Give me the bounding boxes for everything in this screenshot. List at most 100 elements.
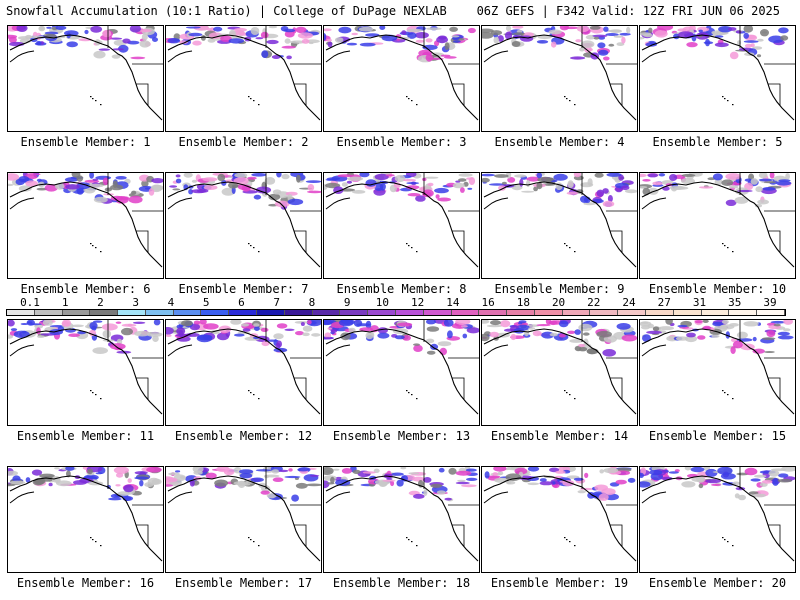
snowfall-shading: [44, 184, 58, 192]
snowfall-shading: [577, 490, 586, 494]
snowfall-shading: [492, 472, 499, 476]
snowfall-shading: [579, 47, 585, 52]
snowfall-shading: [593, 36, 600, 40]
snowfall-shading: [221, 187, 235, 196]
snowfall-shading: [295, 26, 307, 34]
coastline: [167, 475, 321, 562]
aleutian-islands: [641, 344, 667, 357]
snowfall-shading: [422, 44, 438, 50]
snowfall-shading: [382, 479, 396, 482]
snowfall-shading: [205, 472, 217, 479]
snowfall-shading: [346, 180, 352, 184]
coastline: [641, 475, 795, 562]
snowfall-shading: [777, 478, 792, 483]
snowfall-shading: [230, 320, 242, 325]
snowfall-shading: [109, 37, 123, 40]
snowfall-shading: [750, 178, 758, 185]
product-title: Snowfall Accumulation (10:1 Ratio) | Col…: [6, 4, 447, 18]
snowfall-shading: [250, 27, 260, 35]
snowfall-shading: [280, 26, 289, 32]
colorbar-labels: 0.1 1 2 3 4 5 6 7 8 9 10 12 14 16 18 20 22 24 27 31 35 39: [6, 296, 786, 309]
snowfall-shading: [413, 344, 423, 352]
hawaii-island: [95, 541, 97, 543]
hawaii-island: [574, 104, 576, 106]
snowfall-shading: [55, 26, 67, 30]
snowfall-shading: [351, 32, 358, 36]
snowfall-shading: [773, 323, 781, 327]
snowfall-shading: [602, 200, 615, 207]
snowfall-shading: [214, 479, 228, 487]
snowfall-shading: [497, 35, 504, 42]
coastline: [9, 181, 163, 268]
border-line: [294, 377, 307, 400]
snowfall-shading: [425, 338, 435, 344]
snowfall-shading: [309, 474, 320, 477]
snowfall-shading: [764, 351, 775, 353]
snowfall-shading: [603, 56, 610, 61]
coastline: [483, 328, 637, 415]
snowfall-shading: [526, 176, 541, 182]
snowfall-shading: [754, 203, 763, 208]
snowfall-shading: [276, 323, 288, 329]
snowfall-shading: [588, 48, 593, 51]
snowfall-shading: [8, 36, 17, 44]
ensemble-member-label: Ensemble Member: 5: [652, 135, 783, 149]
hawaii-island: [722, 390, 724, 392]
snowfall-shading: [260, 327, 269, 332]
snowfall-shading: [734, 196, 749, 204]
colorbar-swatch: [701, 310, 730, 315]
snowfall-shading: [643, 33, 653, 38]
snowfall-shading: [260, 31, 269, 39]
snowfall-shading: [264, 177, 276, 185]
snowfall-shading: [278, 469, 289, 473]
hawaii-island: [253, 541, 255, 543]
snowfall-shading: [172, 188, 181, 191]
snowfall-shading: [25, 173, 41, 176]
model-run-info: 06Z GEFS | F342 Valid: 12Z FRI JUN 06 20…: [476, 4, 780, 18]
snowfall-shading: [264, 474, 270, 479]
snowfall-shading: [536, 324, 551, 327]
snowfall-shading: [365, 320, 372, 329]
ensemble-member-label: Ensemble Member: 14: [490, 429, 629, 443]
colorbar-swatch: [590, 310, 619, 315]
snowfall-shading: [121, 323, 137, 327]
north-pacific-map: [8, 26, 163, 121]
snowfall-shading: [359, 327, 374, 332]
ensemble-member-map: [639, 25, 796, 132]
coastline: [9, 328, 163, 415]
snowfall-shading: [255, 37, 264, 40]
snowfall-shading: [732, 340, 743, 349]
snowfall-shading: [297, 468, 310, 472]
snowfall-shading: [594, 484, 608, 491]
snowfall-shading: [669, 174, 678, 181]
north-pacific-map: [640, 320, 795, 415]
snowfall-shading: [76, 187, 84, 195]
border-line: [610, 83, 623, 106]
snowfall-shading: [443, 56, 457, 59]
snowfall-shading: [327, 327, 332, 330]
snowfall-shading: [686, 42, 698, 48]
snowfall-shading: [510, 333, 517, 341]
snowfall-shading: [338, 26, 352, 34]
hawaii-island: [411, 541, 413, 543]
snowfall-shading: [772, 477, 779, 486]
snowfall-shading: [253, 194, 262, 200]
snowfall-shading: [120, 196, 130, 201]
hawaii-island: [250, 245, 252, 247]
colorbar-tick-label: 8: [308, 296, 316, 309]
snowfall-shading: [536, 40, 549, 44]
aleutian-islands: [325, 344, 351, 357]
snowfall-shading: [763, 181, 777, 184]
snowfall-shading: [84, 29, 89, 35]
colorbar-tick-label: 20: [551, 296, 566, 309]
snowfall-shading: [443, 320, 454, 327]
snowfall-shading: [437, 197, 451, 202]
colorbar-tick-label: 35: [728, 296, 742, 309]
snowfall-shading: [766, 330, 776, 338]
aleutian-islands: [325, 197, 351, 210]
snowfall-shading: [297, 32, 313, 39]
north-pacific-map: [167, 173, 321, 268]
hawaii-island: [406, 390, 408, 392]
coastline: [167, 34, 321, 121]
aleutian-islands: [641, 50, 667, 63]
